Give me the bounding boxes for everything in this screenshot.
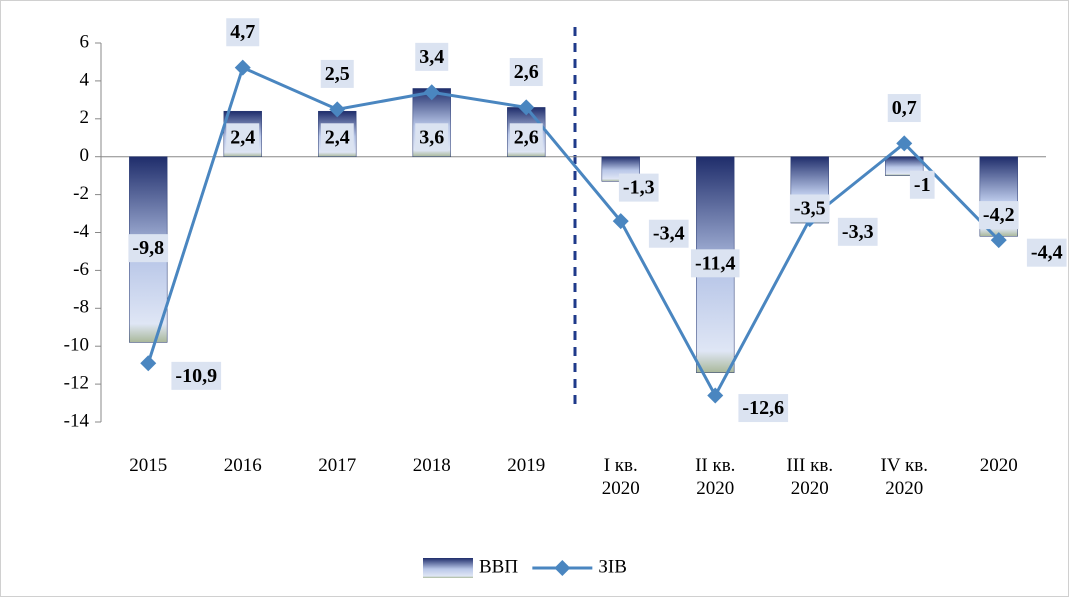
data-label: -1 <box>914 174 931 196</box>
label-box <box>789 194 830 223</box>
label-box <box>509 58 543 87</box>
legend-label: ВВП <box>479 556 518 577</box>
marker <box>234 59 251 76</box>
x-tick-label: 2018 <box>412 455 451 476</box>
label-box <box>320 123 354 152</box>
data-label: -11,4 <box>695 252 736 274</box>
legend-swatch <box>423 558 473 578</box>
marker <box>896 135 913 152</box>
data-label: -3,5 <box>794 197 826 219</box>
marker <box>329 101 346 118</box>
y-tick-label: 0 <box>80 145 90 166</box>
label-box <box>226 18 260 47</box>
marker <box>518 99 535 116</box>
y-tick-label: -2 <box>73 183 89 204</box>
data-label: -3,3 <box>842 221 874 243</box>
label-box <box>978 201 1019 230</box>
x-tick-label: ІІІ кв. 2020 <box>786 455 834 499</box>
x-tick-label: 2016 <box>223 455 262 476</box>
marker <box>612 213 629 230</box>
x-tick-label: 2019 <box>507 455 546 476</box>
data-label: -9,8 <box>132 237 164 259</box>
y-tick-label: -8 <box>73 297 89 318</box>
y-tick-label: -4 <box>73 221 89 242</box>
data-label: 0,7 <box>892 97 917 119</box>
x-tick-label: І кв. 2020 <box>601 455 640 499</box>
data-label: 2,6 <box>514 126 539 148</box>
label-box <box>690 249 740 278</box>
marker <box>140 355 157 372</box>
marker <box>990 232 1007 249</box>
data-label: 4,7 <box>230 21 255 43</box>
y-tick-label: -14 <box>64 410 90 431</box>
data-label: -4,2 <box>983 204 1015 226</box>
label-box <box>1026 238 1067 267</box>
label-box <box>415 123 449 152</box>
data-label: 3,4 <box>419 46 444 68</box>
line <box>146 65 1000 399</box>
label-box <box>887 94 921 123</box>
data-label: 2,5 <box>325 63 350 85</box>
label-box <box>738 394 789 423</box>
data-label: 2,4 <box>325 126 350 148</box>
label-box <box>415 42 449 71</box>
label-box <box>509 123 543 152</box>
label-box <box>837 217 878 246</box>
y-tick-label: -6 <box>73 259 89 280</box>
y-tick-label: 6 <box>80 31 90 52</box>
x-tick-label: 2017 <box>318 455 357 476</box>
label-box <box>618 173 659 202</box>
x-tick-label: ІV кв. 2020 <box>880 455 928 499</box>
data-label: 2,6 <box>514 61 539 83</box>
y-tick-label: -12 <box>64 372 89 393</box>
x-tick-label: 2020 <box>979 455 1018 476</box>
x-tick-label: 2015 <box>129 455 168 476</box>
y-tick-label: 4 <box>80 69 90 90</box>
data-label: 2,4 <box>230 126 255 148</box>
marker <box>707 387 724 404</box>
data-label: -3,4 <box>653 223 685 245</box>
legend-label: ЗІВ <box>598 556 627 577</box>
data-label: -4,4 <box>1031 242 1063 264</box>
label-box <box>128 234 169 263</box>
label-box <box>226 123 260 152</box>
data-label: 3,6 <box>419 126 444 148</box>
data-label: -1,3 <box>623 177 655 199</box>
data-label: -10,9 <box>175 365 217 387</box>
x-tick-label: ІІ кв. 2020 <box>695 455 736 499</box>
label-box <box>320 59 354 88</box>
label-box <box>909 170 935 199</box>
y-tick-label: 2 <box>80 107 90 128</box>
label-box <box>171 361 222 390</box>
data-label: -12,6 <box>742 397 784 419</box>
legend-marker <box>554 560 571 576</box>
y-tick-label: -10 <box>64 335 89 356</box>
label-box <box>648 219 689 248</box>
marker <box>423 84 440 101</box>
